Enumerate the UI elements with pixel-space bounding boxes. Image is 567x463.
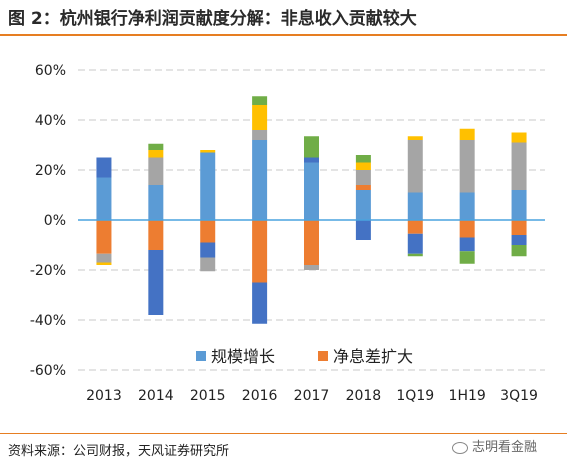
bar-segment <box>252 282 268 324</box>
bar-segment <box>252 140 268 220</box>
y-tick-label: -20% <box>30 263 66 279</box>
bar-segment <box>511 190 527 220</box>
footer-divider <box>0 433 567 434</box>
bar-segment <box>511 245 527 257</box>
bar-segment <box>459 140 475 193</box>
y-axis-tick-labels: 60% 40% 20% 0% -20% -40% -60% <box>30 63 66 379</box>
x-tick-label: 2017 <box>294 388 330 404</box>
watermark: 志明看金融 <box>452 436 537 455</box>
bar-segment <box>355 155 371 163</box>
bar-segment <box>407 192 423 220</box>
bar-segment <box>96 262 112 265</box>
bar-segment <box>96 157 112 178</box>
bar-segment <box>304 157 319 163</box>
bar-segment <box>148 150 164 158</box>
bar-segment <box>459 220 475 238</box>
bar-segment <box>200 150 216 153</box>
y-tick-label: 40% <box>35 113 66 129</box>
x-tick-label: 2018 <box>346 388 382 404</box>
bar-segment <box>200 242 216 258</box>
y-tick-label: -60% <box>30 363 66 379</box>
x-axis-tick-labels: 2013 2014 2015 2016 2017 2018 1Q19 1H19 3Q19 <box>86 388 538 404</box>
bar-segment <box>355 220 371 240</box>
bar-segment <box>511 132 527 143</box>
bar-segment <box>96 220 112 254</box>
bar-segment <box>355 185 371 190</box>
bar-segment <box>355 170 371 185</box>
bar-segment <box>407 233 423 254</box>
bar-segment <box>200 152 216 220</box>
x-tick-label: 2013 <box>86 388 122 404</box>
bar-segment <box>407 136 423 140</box>
bar-segment <box>252 220 268 283</box>
bar-segment <box>200 257 216 272</box>
bar-segment <box>148 157 164 185</box>
bar-segment <box>96 177 112 220</box>
bar-segment <box>200 220 216 243</box>
bar-segment <box>304 265 319 270</box>
legend-label: 规模增长 <box>211 347 275 366</box>
bar-segment <box>148 250 164 315</box>
bar-segment <box>148 220 164 250</box>
bar-segments <box>96 96 527 324</box>
y-tick-label: 60% <box>35 63 66 79</box>
y-tick-label: 20% <box>35 163 66 179</box>
bar-segment <box>511 235 527 245</box>
chart-title: 图 2：杭州银行净利润贡献度分解：非息收入贡献较大 <box>8 9 417 29</box>
bar-segment <box>355 162 371 170</box>
bar-segment <box>252 96 268 105</box>
y-tick-label: 0% <box>44 213 66 229</box>
bar-segment <box>355 190 371 220</box>
bar-segment <box>148 143 164 150</box>
bar-segment <box>148 185 164 220</box>
bar-segment <box>304 162 319 220</box>
bar-segment <box>511 142 527 190</box>
bar-segment <box>511 220 527 235</box>
x-tick-label: 3Q19 <box>500 388 538 404</box>
legend-swatch <box>196 351 206 361</box>
watermark-text: 志明看金融 <box>472 440 538 455</box>
x-tick-label: 1H19 <box>449 388 486 404</box>
wechat-icon <box>452 441 468 454</box>
bar-segment <box>96 253 112 263</box>
x-tick-label: 2015 <box>190 388 226 404</box>
legend-label: 净息差扩大 <box>333 347 413 366</box>
bar-segment <box>407 253 423 257</box>
bar-segment <box>459 128 475 140</box>
bar-segment <box>304 136 319 158</box>
bar-segment <box>407 220 423 234</box>
x-tick-label: 2014 <box>138 388 174 404</box>
bar-segment <box>459 251 475 264</box>
bar-segment <box>459 237 475 252</box>
bar-segment <box>252 105 268 130</box>
bar-segment <box>459 192 475 220</box>
source-note: 资料来源：公司财报，天风证券研究所 <box>8 444 230 459</box>
bar-segment <box>252 130 268 140</box>
legend: 规模增长 净息差扩大 <box>196 347 413 366</box>
bar-segment <box>407 140 423 193</box>
title-divider <box>0 34 567 36</box>
bar-segment <box>304 220 319 265</box>
x-tick-label: 1Q19 <box>396 388 434 404</box>
x-tick-label: 2016 <box>242 388 278 404</box>
y-tick-label: -40% <box>30 313 66 329</box>
legend-swatch <box>318 351 328 361</box>
